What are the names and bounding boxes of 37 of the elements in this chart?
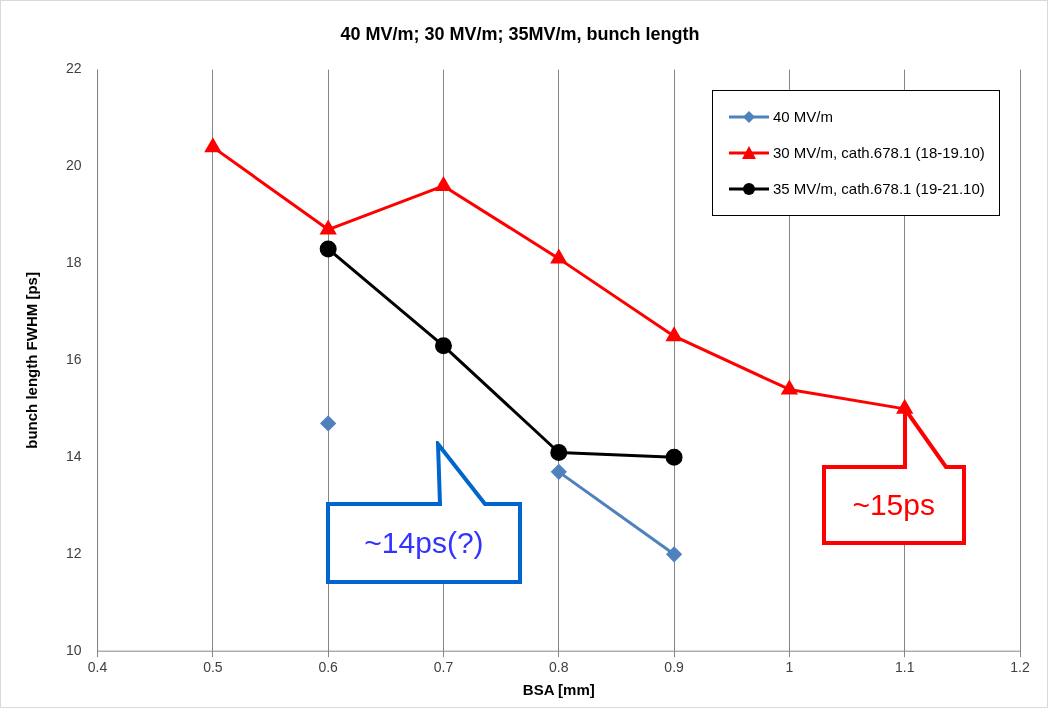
point bbox=[320, 415, 336, 431]
x-tick-label: 1.1 bbox=[894, 659, 915, 676]
point bbox=[666, 327, 682, 342]
x-tick-label: 1.2 bbox=[1010, 659, 1030, 676]
y-tick-label: 22 bbox=[65, 60, 82, 77]
point bbox=[666, 546, 682, 562]
point bbox=[320, 221, 336, 235]
legend-label: 30 MV/m, cath.678.1 (18-19.10) bbox=[773, 144, 985, 162]
annotation: ~14ps(?) bbox=[363, 525, 485, 562]
x-tick-label: 0.6 bbox=[318, 659, 339, 676]
x-tick-label: 0.9 bbox=[664, 659, 685, 676]
point bbox=[205, 138, 221, 153]
y-tick-label: 14 bbox=[65, 448, 82, 465]
x-tick-label: 0.7 bbox=[433, 659, 454, 676]
point bbox=[781, 380, 797, 395]
point bbox=[665, 448, 683, 466]
point bbox=[550, 443, 568, 461]
legend-label: 40 MV/m bbox=[773, 108, 834, 126]
point bbox=[319, 240, 337, 258]
legend-label: 35 MV/m, cath.678.1 (19-21.10) bbox=[773, 180, 985, 198]
y-tick-label: 16 bbox=[65, 351, 82, 368]
y-tick-label: 20 bbox=[65, 157, 82, 174]
annotation: ~15ps bbox=[851, 486, 936, 523]
y-tick-label: 12 bbox=[65, 545, 82, 562]
point bbox=[434, 337, 452, 355]
x-axis-title: BSA [mm] bbox=[522, 681, 595, 699]
y-tick-label: 18 bbox=[65, 254, 82, 271]
point bbox=[551, 464, 567, 480]
y-axis-title: bunch length FWHM [ps] bbox=[23, 272, 41, 449]
y-tick-label: 10 bbox=[65, 642, 82, 659]
x-tick-label: 0.5 bbox=[203, 659, 223, 676]
x-tick-label: 0.8 bbox=[549, 659, 569, 676]
point bbox=[551, 250, 567, 264]
chart-title: 40 MV/m; 30 MV/m; 35MV/m, bunch length bbox=[340, 23, 700, 44]
point bbox=[435, 177, 452, 191]
x-tick-label: 0.4 bbox=[87, 659, 108, 676]
x-tick-label: 1 bbox=[785, 659, 794, 676]
